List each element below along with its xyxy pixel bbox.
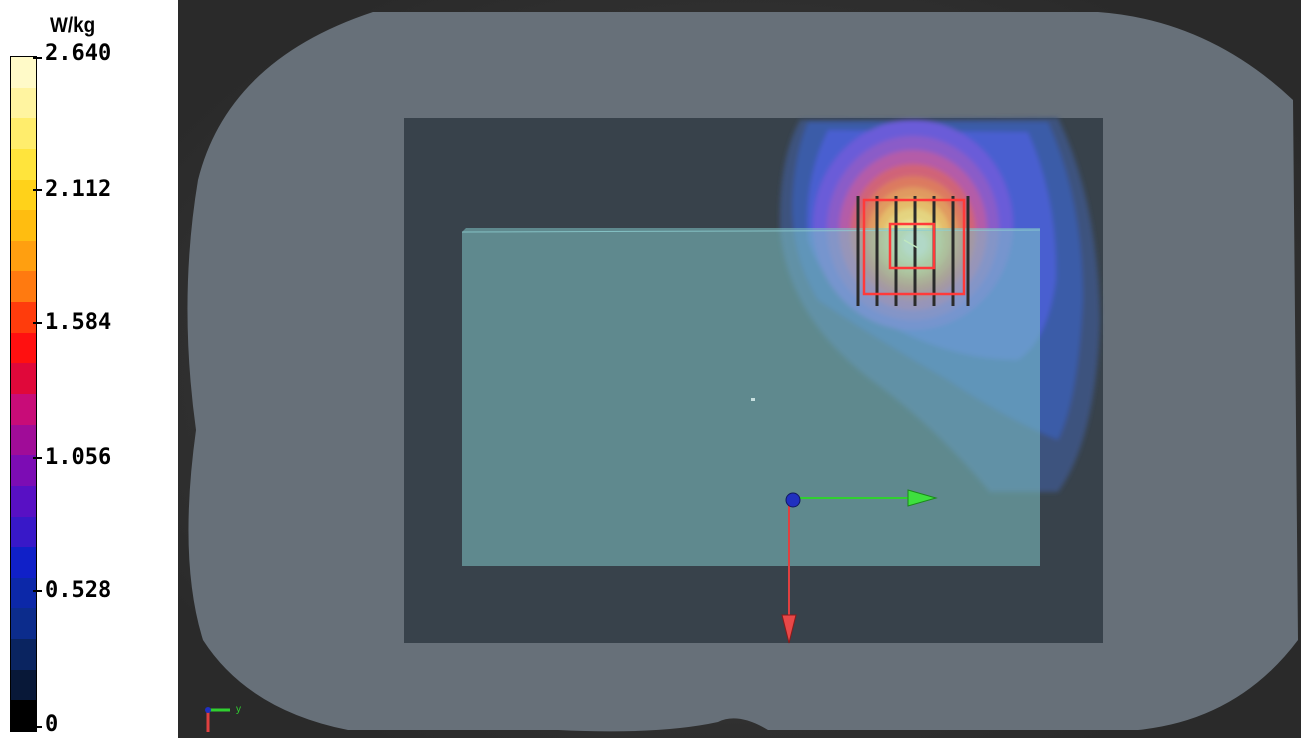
colorbar: [10, 56, 37, 732]
colorbar-segment: [11, 608, 36, 640]
colorbar-segment: [11, 700, 36, 732]
colorbar-segment: [11, 179, 36, 211]
color-legend: W/kg 2.640 2.112 1.584 1.056 0.528 0: [0, 0, 178, 738]
colorbar-segment: [11, 639, 36, 671]
legend-tick-label: 1.584: [45, 310, 112, 335]
legend-unit-label: W/kg: [50, 14, 96, 37]
legend-tick-label: 2.112: [45, 177, 112, 202]
colorbar-segment: [11, 271, 36, 303]
legend-tick-label: 0.528: [45, 578, 112, 603]
colorbar-segment: [11, 485, 36, 518]
colorbar-segment: [11, 394, 36, 426]
colorbar-segment: [11, 118, 36, 150]
zoom-scan-outer-box: [862, 198, 966, 296]
legend-tick-label: 1.056: [45, 445, 112, 470]
legend-tick-mark: [33, 189, 42, 191]
colorbar-segment: [11, 57, 36, 89]
colorbar-segment: [11, 455, 36, 487]
mini-axis-y-label: y: [236, 704, 241, 715]
legend-tick-label: 2.640: [45, 41, 112, 66]
legend-tick-mark: [33, 57, 42, 59]
colorbar-segment: [11, 516, 36, 548]
axes-gizmo: [781, 489, 938, 644]
colorbar-segment: [11, 87, 36, 119]
colorbar-segment: [11, 424, 36, 456]
colorbar-segment: [11, 669, 36, 701]
colorbar-segment: [11, 547, 36, 579]
legend-tick-mark: [33, 590, 42, 592]
legend-tick-mark: [33, 457, 42, 459]
flat-phantom-plate: [462, 228, 1040, 566]
legend-tick-mark: [33, 726, 42, 728]
colorbar-segment: [11, 210, 36, 242]
sar-scene: y: [178, 0, 1301, 738]
colorbar-segment: [11, 240, 36, 272]
center-marker: [751, 398, 755, 401]
colorbar-segment: [11, 363, 36, 395]
colorbar-segment: [11, 148, 36, 181]
zoom-scan-inner-box: [888, 222, 936, 270]
colorbar-segment: [11, 302, 36, 334]
mini-axes-icon: y: [205, 704, 241, 732]
legend-tick-label: 0: [45, 712, 59, 737]
colorbar-segment: [11, 332, 36, 364]
colorbar-segment: [11, 577, 36, 609]
legend-tick-mark: [33, 322, 42, 324]
3d-viewport[interactable]: y: [178, 0, 1301, 738]
